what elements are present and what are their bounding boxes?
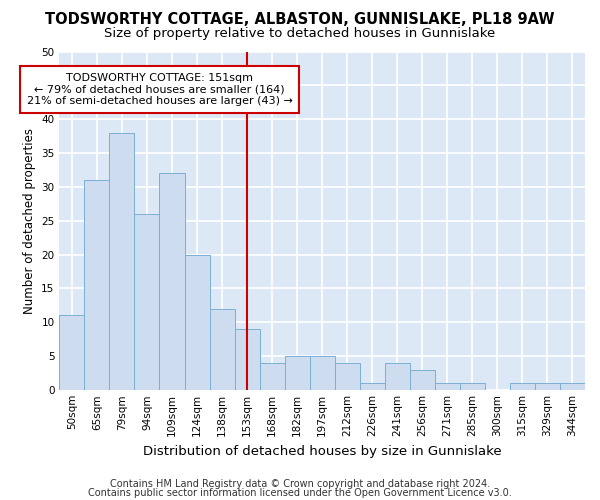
Bar [335, 363, 360, 390]
Text: Size of property relative to detached houses in Gunnislake: Size of property relative to detached ho… [104, 28, 496, 40]
Bar [460, 383, 485, 390]
Text: Contains HM Land Registry data © Crown copyright and database right 2024.: Contains HM Land Registry data © Crown c… [110, 479, 490, 489]
Bar [535, 383, 560, 390]
Bar [284, 356, 310, 390]
Bar [385, 363, 410, 390]
Bar [59, 316, 85, 390]
Bar [260, 363, 284, 390]
Bar [134, 214, 160, 390]
Bar [510, 383, 535, 390]
Text: TODSWORTHY COTTAGE: 151sqm
← 79% of detached houses are smaller (164)
21% of sem: TODSWORTHY COTTAGE: 151sqm ← 79% of deta… [26, 73, 292, 106]
Y-axis label: Number of detached properties: Number of detached properties [23, 128, 35, 314]
Bar [435, 383, 460, 390]
Bar [360, 383, 385, 390]
Bar [410, 370, 435, 390]
Bar [310, 356, 335, 390]
Text: Contains public sector information licensed under the Open Government Licence v3: Contains public sector information licen… [88, 488, 512, 498]
X-axis label: Distribution of detached houses by size in Gunnislake: Distribution of detached houses by size … [143, 444, 502, 458]
Bar [185, 254, 209, 390]
Bar [109, 132, 134, 390]
Bar [235, 329, 260, 390]
Bar [560, 383, 585, 390]
Text: TODSWORTHY COTTAGE, ALBASTON, GUNNISLAKE, PL18 9AW: TODSWORTHY COTTAGE, ALBASTON, GUNNISLAKE… [45, 12, 555, 28]
Bar [160, 174, 185, 390]
Bar [209, 308, 235, 390]
Bar [85, 180, 109, 390]
